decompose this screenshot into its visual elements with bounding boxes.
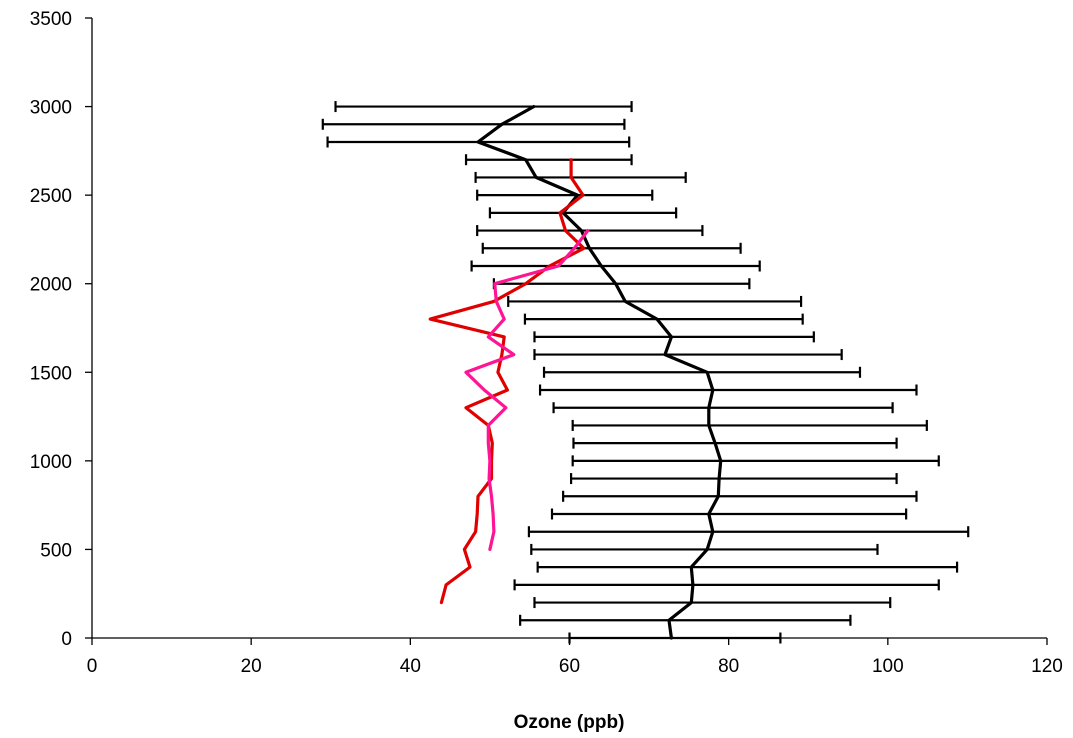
series-line-1	[476, 104, 723, 640]
series-lines	[428, 104, 723, 640]
x-tick-label: 120	[1031, 656, 1063, 677]
x-tick-label: 100	[872, 656, 904, 677]
series-line-2	[428, 158, 586, 605]
x-tick-label: 60	[559, 656, 580, 677]
x-tick-label: 80	[718, 656, 739, 677]
x-tick-label: 40	[400, 656, 421, 677]
y-tick-label: 1000	[30, 452, 72, 473]
y-tick-label: 3000	[30, 98, 72, 119]
chart-axes: 0 500 1000 1500 2000 2500 3000 3500 0 20 40 60 80 100…	[30, 9, 1063, 677]
y-tick-label: 1500	[30, 363, 72, 384]
series-line-3	[464, 229, 590, 552]
y-tick-label: 500	[40, 540, 72, 561]
y-tick-label: 3500	[30, 9, 72, 30]
x-axis-title: Ozone (ppb)	[514, 712, 625, 733]
y-tick-label: 2500	[30, 186, 72, 207]
y-tick-label: 0	[61, 629, 72, 650]
x-tick-label: 0	[87, 656, 98, 677]
error-bars	[321, 101, 970, 644]
y-tick-label: 2000	[30, 275, 72, 296]
x-tick-label: 20	[241, 656, 262, 677]
